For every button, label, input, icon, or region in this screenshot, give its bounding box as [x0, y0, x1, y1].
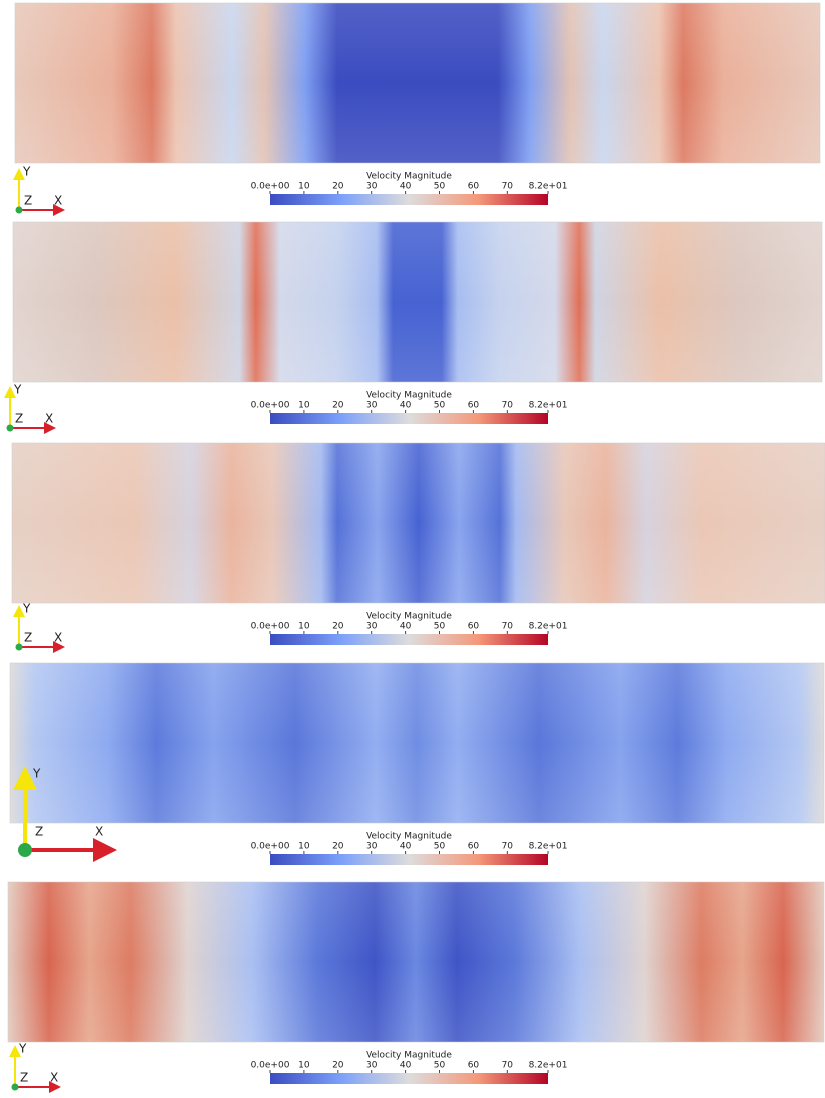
colorbar-tick-label: 8.2e+01	[529, 622, 568, 632]
colorbar-tick-label: 50	[434, 622, 446, 632]
colorbar-tick-label: 20	[332, 401, 344, 411]
colorbar-tick-label: 30	[366, 842, 378, 852]
colorbar-tick-label: 20	[332, 842, 344, 852]
colorbar-tick-label: 8.2e+01	[529, 1061, 568, 1071]
axis-label-z: Z	[20, 1071, 28, 1085]
colorbar-tick-label: 30	[366, 401, 378, 411]
colorbar-tick-label: 10	[298, 842, 310, 852]
colorbar-tick-label: 20	[332, 622, 344, 632]
colorbar-tick-label: 40	[400, 1061, 412, 1071]
colorbar-tick-label: 10	[298, 1061, 310, 1071]
colorbar-tick-label: 30	[366, 622, 378, 632]
colorbar-tick-label: 70	[502, 401, 514, 411]
colorbar-tick-label: 60	[468, 182, 480, 192]
colorbar-tick-label: 30	[366, 1061, 378, 1071]
colorbar-tick-label: 50	[434, 182, 446, 192]
colorbar	[270, 1073, 548, 1084]
panel: Velocity Magnitude 0.0e+00 10 20 30 40 50 60 70 8…	[11, 442, 825, 653]
panel: Velocity Magnitude 0.0e+00 10 20 30 40 50 60 70 8…	[4, 221, 823, 434]
colorbar-tick-label: 20	[332, 182, 344, 192]
colorbar-tick-label: 0.0e+00	[251, 182, 290, 192]
colorbar-title: Velocity Magnitude	[366, 172, 452, 182]
colorbar	[270, 413, 548, 424]
colorbar-tick-label: 60	[468, 622, 480, 632]
axis-label-y: Y	[18, 1042, 27, 1056]
axis-label-z: Z	[15, 412, 23, 426]
colorbar-tick-label: 20	[332, 1061, 344, 1071]
colorbar-tick-label: 60	[468, 1061, 480, 1071]
z-axis-dot	[18, 843, 32, 857]
colorbar-tick-label: 8.2e+01	[529, 401, 568, 411]
field-shade	[12, 443, 825, 603]
axis-label-x: X	[95, 825, 103, 839]
axis-label-y: Y	[13, 383, 22, 397]
panel: Velocity Magnitude 0.0e+00 10 20 30 40 50 60 70 8…	[13, 2, 821, 216]
panel: Velocity Magnitude 0.0e+00 10 20 30 40 50 60 70 8…	[7, 881, 825, 1093]
colorbar-tick-label: 60	[468, 401, 480, 411]
colorbar-tick-label: 0.0e+00	[251, 1061, 290, 1071]
z-axis-dot	[15, 206, 23, 214]
axis-label-x: X	[54, 631, 62, 645]
colorbar-title: Velocity Magnitude	[366, 832, 452, 842]
colorbar-tick-label: 50	[434, 842, 446, 852]
z-axis-dot	[15, 643, 23, 651]
colorbar-title: Velocity Magnitude	[366, 1051, 452, 1061]
axis-label-y: Y	[22, 165, 31, 179]
colorbar-tick-label: 70	[502, 842, 514, 852]
colorbar-tick-label: 40	[400, 842, 412, 852]
colorbar-tick-label: 40	[400, 182, 412, 192]
colorbar-tick-label: 70	[502, 1061, 514, 1071]
axis-label-y: Y	[32, 767, 41, 781]
field-shade	[10, 663, 824, 823]
colorbar-tick-label: 10	[298, 401, 310, 411]
colorbar-tick-label: 50	[434, 401, 446, 411]
field-shade	[8, 882, 824, 1042]
z-axis-dot	[11, 1083, 19, 1091]
colorbar-tick-label: 70	[502, 182, 514, 192]
panel: Velocity Magnitude 0.0e+00 10 20 30 40 50 60 70 8…	[9, 662, 825, 865]
colorbar	[270, 634, 548, 645]
colorbar-tick-label: 0.0e+00	[251, 842, 290, 852]
colorbar-tick-label: 40	[400, 401, 412, 411]
colorbar-tick-label: 10	[298, 182, 310, 192]
axis-label-y: Y	[22, 602, 31, 616]
colorbar-tick-label: 8.2e+01	[529, 842, 568, 852]
colorbar-title: Velocity Magnitude	[366, 612, 452, 622]
colorbar-tick-label: 70	[502, 622, 514, 632]
colorbar	[270, 194, 548, 205]
colorbar-tick-label: 60	[468, 842, 480, 852]
field-shade	[15, 3, 820, 163]
axis-label-z: Z	[24, 631, 32, 645]
axis-label-z: Z	[35, 825, 43, 839]
colorbar-title: Velocity Magnitude	[366, 391, 452, 401]
field-shade	[13, 222, 822, 382]
colorbar-tick-label: 30	[366, 182, 378, 192]
axis-label-x: X	[45, 412, 53, 426]
colorbar	[270, 854, 548, 865]
colorbar-tick-label: 0.0e+00	[251, 622, 290, 632]
colorbar-tick-label: 8.2e+01	[529, 182, 568, 192]
axis-label-x: X	[54, 194, 62, 208]
colorbar-tick-label: 10	[298, 622, 310, 632]
colorbar-tick-label: 40	[400, 622, 412, 632]
axis-label-z: Z	[24, 194, 32, 208]
colorbar-tick-label: 0.0e+00	[251, 401, 290, 411]
z-axis-dot	[6, 424, 14, 432]
axis-label-x: X	[50, 1071, 58, 1085]
colorbar-tick-label: 50	[434, 1061, 446, 1071]
